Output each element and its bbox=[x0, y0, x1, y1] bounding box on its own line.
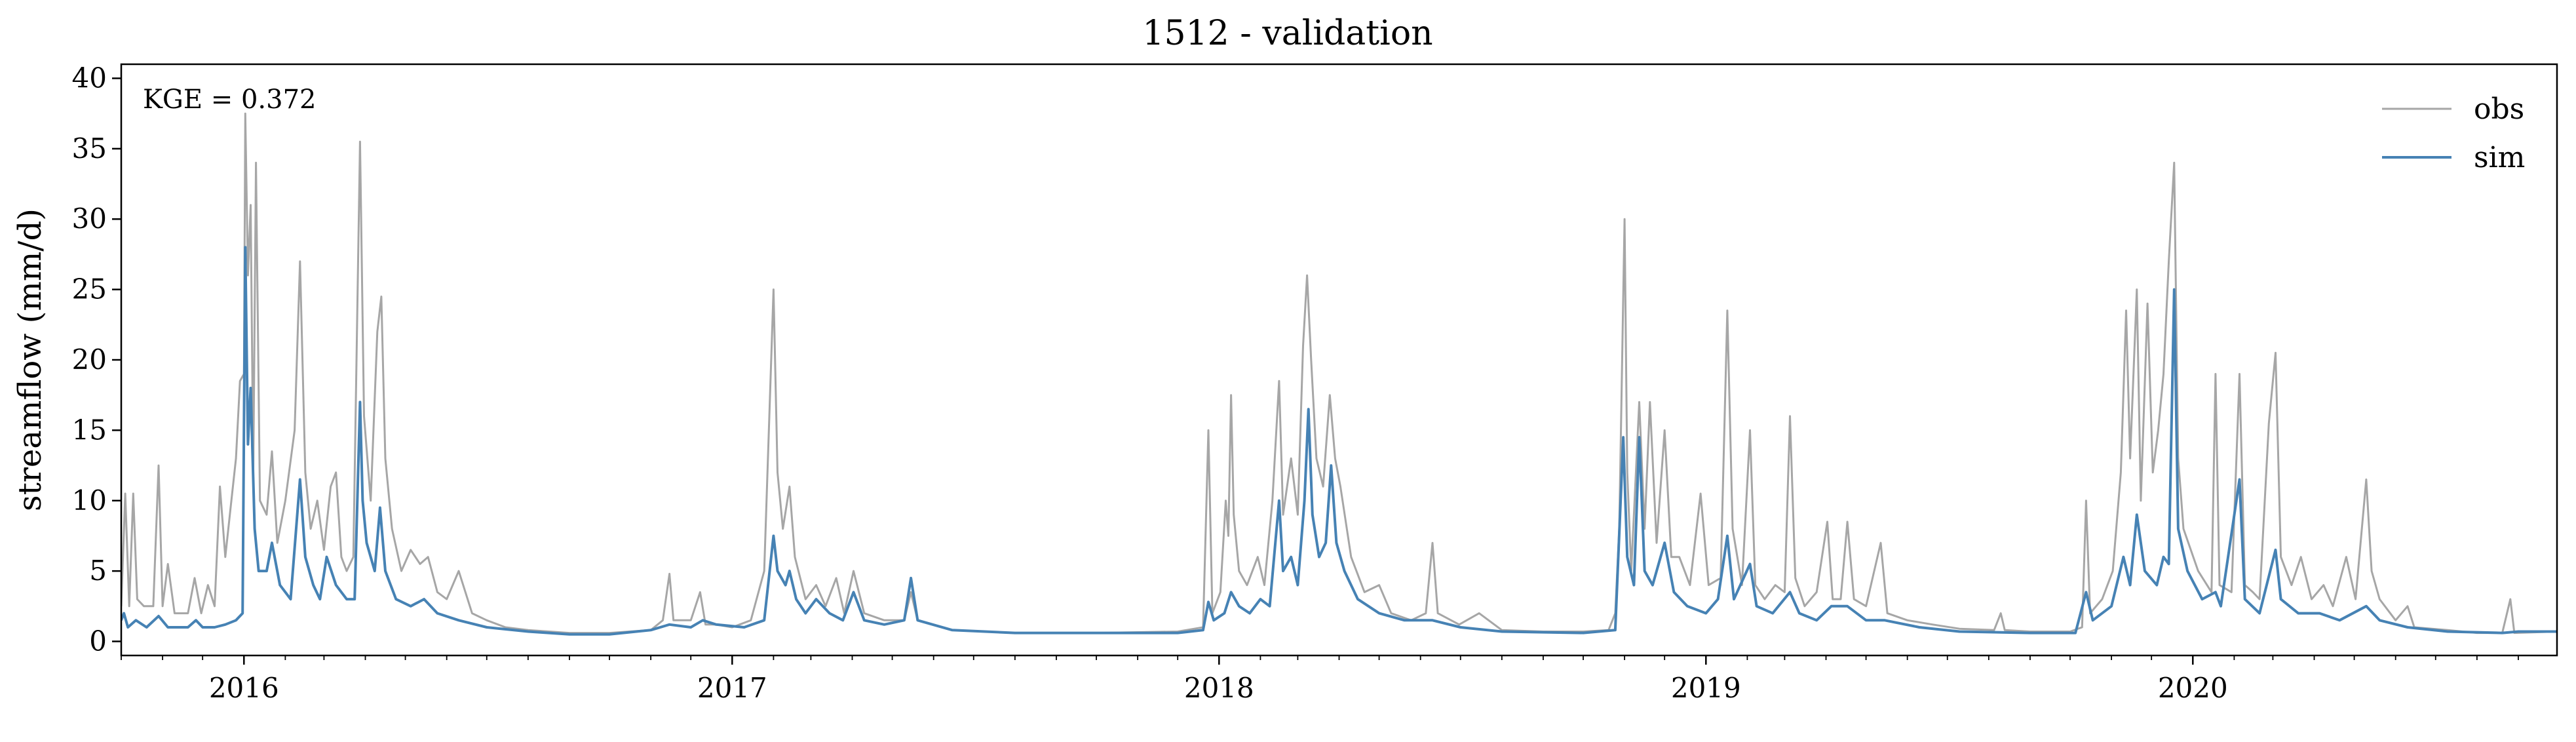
y-tick-label: 20 bbox=[72, 343, 107, 376]
legend-label-obs: obs bbox=[2474, 92, 2524, 126]
x-tick-label: 2018 bbox=[1184, 672, 1254, 704]
legend: obs sim bbox=[2382, 92, 2525, 174]
legend-label-sim: sim bbox=[2474, 141, 2525, 174]
y-tick-label: 30 bbox=[72, 203, 107, 235]
y-tick-label: 10 bbox=[72, 484, 107, 517]
y-tick-label: 15 bbox=[72, 414, 107, 446]
y-tick-label: 25 bbox=[72, 273, 107, 305]
y-tick-label: 35 bbox=[72, 132, 107, 165]
y-tick-label: 5 bbox=[89, 555, 107, 587]
chart-title: 1512 - validation bbox=[1142, 14, 1432, 53]
y-tick-label: 40 bbox=[72, 62, 107, 94]
series-line-obs bbox=[121, 112, 2557, 635]
x-tick-label: 2016 bbox=[209, 672, 279, 704]
x-tick-label: 2019 bbox=[1671, 672, 1741, 704]
plot-frame bbox=[120, 63, 2558, 657]
x-tick-label: 2017 bbox=[697, 672, 767, 704]
y-tick-label: 0 bbox=[89, 625, 107, 657]
y-axis-label: streamflow (mm/d) bbox=[12, 208, 48, 511]
series-line-sim bbox=[121, 246, 2557, 636]
kge-annotation: KGE = 0.372 bbox=[143, 85, 317, 115]
x-tick-label: 2020 bbox=[2158, 672, 2228, 704]
